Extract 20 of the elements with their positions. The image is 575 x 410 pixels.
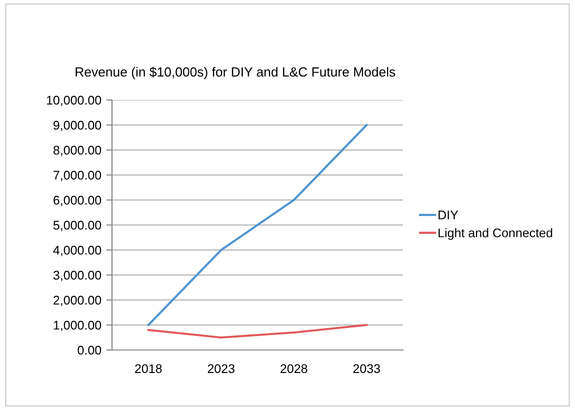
y-tick-label: 8,000.00 bbox=[53, 146, 102, 156]
x-tick-label: 2028 bbox=[280, 364, 308, 374]
y-tick-label: 3,000.00 bbox=[53, 270, 102, 282]
x-tick-label: 2023 bbox=[208, 364, 234, 374]
legend-label: DIY bbox=[438, 210, 458, 220]
y-tick-label: 5,000.00 bbox=[53, 220, 102, 232]
y-tick-label: 0.00 bbox=[78, 346, 102, 355]
y-tick-label: 4,000.00 bbox=[53, 246, 102, 256]
x-tick-label: 2018 bbox=[135, 364, 162, 374]
legend-label: Light and Connected bbox=[438, 228, 552, 240]
y-tick-label: 9,000.00 bbox=[54, 120, 102, 132]
y-tick-label: 7,000.00 bbox=[54, 170, 102, 182]
chart-title: Revenue (in $10,000s) for DIY and L&C Future Models bbox=[76, 66, 396, 80]
line-series bbox=[147, 324, 368, 339]
line-series bbox=[147, 124, 368, 326]
y-tick-label: 2,000.00 bbox=[54, 296, 102, 306]
y-tick-label: 10,000.00 bbox=[46, 96, 102, 106]
y-tick-label: 1,000.00 bbox=[54, 320, 102, 332]
y-tick-label: 6,000.00 bbox=[54, 196, 102, 206]
x-tick-label: 2033 bbox=[353, 364, 380, 374]
